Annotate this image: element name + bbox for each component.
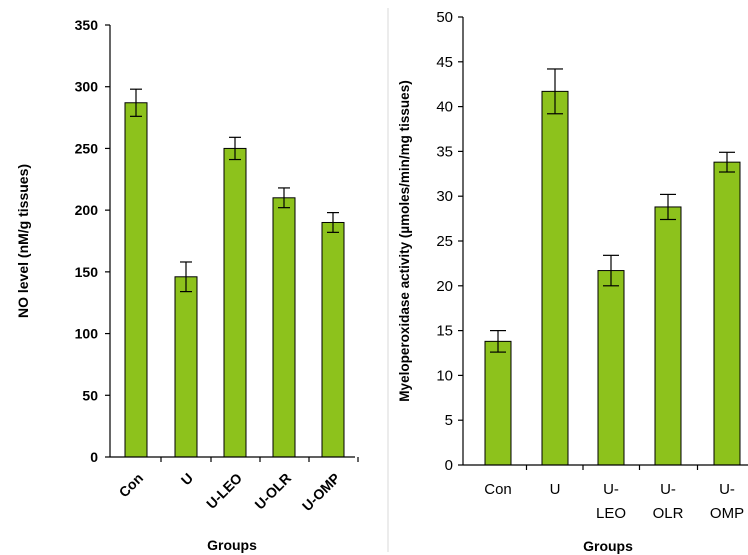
no-level-error-bar — [327, 212, 339, 233]
myeloperoxidase-y-tick-label: 10 — [436, 367, 453, 384]
no-level-x-tick-label: U-LEO — [203, 470, 245, 512]
no-level-error-bar — [180, 261, 192, 293]
myeloperoxidase-y-ticks: 0 5 10 15 20 25 30 35 40 45 50 — [436, 9, 463, 474]
myeloperoxidase-y-tick-label: 45 — [436, 54, 453, 71]
myeloperoxidase-y-tick-label: 0 — [445, 457, 453, 474]
myeloperoxidase-chart: 0 5 10 15 20 25 30 35 40 45 50 Con U U- LEO U- OLR U- OMP… — [397, 9, 748, 554]
no-level-bar-u-omp — [321, 221, 345, 458]
myeloperoxidase-y-tick-label: 25 — [436, 233, 453, 250]
no-level-x-tick-label: U-OMP — [299, 470, 343, 514]
myeloperoxidase-x-tick-label: OMP — [710, 505, 744, 522]
no-level-x-tick-label: U — [178, 470, 196, 488]
no-level-error-bar — [229, 136, 241, 161]
myeloperoxidase-error-bar — [660, 193, 676, 221]
myeloperoxidase-x-tick-label: U — [550, 481, 561, 498]
no-level-x-tick-label: U-OLR — [251, 470, 294, 513]
no-level-y-tick-label: 250 — [75, 140, 99, 156]
no-level-bar-u — [174, 276, 198, 458]
myeloperoxidase-bar-u-omp — [713, 161, 741, 466]
myeloperoxidase-bar-u — [541, 90, 569, 466]
myeloperoxidase-y-tick-label: 15 — [436, 323, 453, 340]
no-level-error-bar — [278, 187, 290, 209]
myeloperoxidase-error-bar — [547, 68, 563, 115]
no-level-x-axis-title: Groups — [207, 537, 257, 553]
myeloperoxidase-y-tick-label: 40 — [436, 99, 453, 116]
myeloperoxidase-error-bar — [719, 151, 735, 173]
no-level-bar-u-olr — [272, 197, 296, 458]
myeloperoxidase-x-tick-label: U- — [660, 481, 676, 498]
myeloperoxidase-error-bar — [603, 254, 619, 287]
myeloperoxidase-x-tick-label: LEO — [596, 505, 626, 522]
myeloperoxidase-x-axis-title: Groups — [583, 538, 633, 554]
myeloperoxidase-x-tick-label: U- — [603, 481, 619, 498]
myeloperoxidase-bar-con — [484, 340, 512, 466]
myeloperoxidase-y-tick-label: 30 — [436, 188, 453, 205]
no-level-x-tick-label: Con — [116, 470, 147, 501]
no-level-error-bar — [130, 88, 142, 117]
no-level-y-tick-label: 150 — [75, 264, 99, 280]
myeloperoxidase-x-tick-label: Con — [484, 481, 512, 498]
myeloperoxidase-error-bar — [490, 330, 506, 353]
myeloperoxidase-y-tick-label: 20 — [436, 278, 453, 295]
myeloperoxidase-y-tick-label: 5 — [445, 412, 453, 429]
myeloperoxidase-y-tick-label: 35 — [436, 143, 453, 160]
myeloperoxidase-bar-u-olr — [654, 206, 682, 466]
no-level-y-tick-label: 350 — [75, 17, 99, 33]
myeloperoxidase-y-axis-title: Myeloperoxidase activity (µmoles/min/mg … — [397, 80, 412, 401]
myeloperoxidase-x-ticks: Con U U- LEO U- OLR U- OMP — [484, 465, 744, 522]
no-level-y-tick-label: 100 — [75, 326, 99, 342]
myeloperoxidase-error-bars — [490, 68, 735, 353]
no-level-y-tick-label: 300 — [75, 79, 99, 95]
myeloperoxidase-y-tick-label: 50 — [436, 9, 453, 26]
myeloperoxidase-bar-u-leo — [597, 270, 625, 466]
myeloperoxidase-x-tick-label: U- — [719, 481, 735, 498]
no-level-y-ticks: 0 50 100 150 200 250 300 350 — [75, 17, 110, 465]
no-level-y-tick-label: 50 — [82, 387, 98, 403]
no-level-bar-u-leo — [223, 147, 247, 458]
no-level-y-tick-label: 0 — [90, 449, 98, 465]
no-level-bar-con — [124, 102, 148, 458]
myeloperoxidase-bars — [484, 90, 741, 466]
myeloperoxidase-x-tick-label: OLR — [653, 505, 684, 522]
no-level-error-bars — [130, 88, 339, 293]
no-level-x-ticks: Con U U-LEO U-OLR U-OMP — [116, 457, 359, 514]
no-level-y-axis-title: NO level (nM/g tissues) — [15, 164, 31, 318]
no-level-y-tick-label: 200 — [75, 202, 99, 218]
no-level-chart: 0 50 100 150 200 250 300 350 Con U U-LEO U-OLR U-OM… — [15, 17, 359, 553]
